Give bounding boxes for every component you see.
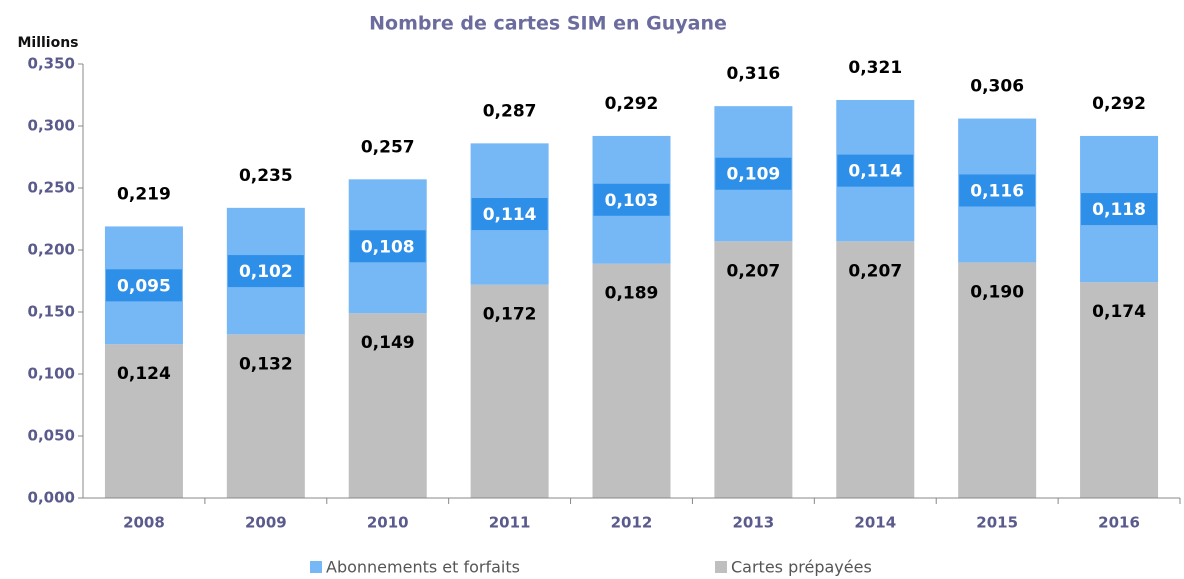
data-label: 0,114	[483, 205, 537, 225]
data-label: 0,174	[1092, 302, 1146, 322]
label-box	[837, 154, 914, 187]
data-label: 0,109	[726, 165, 780, 185]
x-tick-label: 2013	[733, 514, 775, 532]
label-box	[105, 269, 182, 302]
x-tick-label: 2014	[854, 514, 896, 532]
data-label: 0,114	[848, 162, 902, 182]
label-box	[715, 157, 792, 190]
legend-swatch	[310, 561, 322, 573]
bar-segment	[104, 344, 183, 498]
total-label: 0,292	[1092, 94, 1146, 114]
label-box	[593, 183, 670, 216]
legend-label: Abonnements et forfaits	[326, 558, 520, 577]
y-tick-label: 0,000	[28, 489, 75, 507]
y-tick-label: 0,100	[28, 365, 75, 383]
bar-segment	[348, 313, 427, 498]
bar-segment	[1080, 282, 1159, 498]
x-tick-label: 2011	[489, 514, 531, 532]
data-label: 0,102	[239, 262, 293, 282]
data-label: 0,172	[483, 305, 537, 325]
data-label: 0,132	[239, 354, 293, 374]
data-label: 0,095	[117, 276, 171, 296]
data-label: 0,189	[605, 284, 659, 304]
bar-segment	[470, 284, 549, 498]
data-label: 0,190	[970, 282, 1024, 302]
x-tick-label: 2008	[123, 514, 165, 532]
label-box	[959, 174, 1036, 207]
x-tick-label: 2016	[1098, 514, 1140, 532]
legend-label: Cartes prépayées	[731, 558, 872, 577]
data-label: 0,124	[117, 364, 171, 384]
data-label: 0,116	[970, 181, 1024, 201]
total-label: 0,321	[848, 58, 902, 78]
x-tick-label: 2015	[976, 514, 1018, 532]
bar-segment	[958, 262, 1037, 498]
y-tick-label: 0,200	[28, 241, 75, 259]
bar-segment	[836, 241, 915, 498]
total-label: 0,306	[970, 77, 1024, 97]
bar-segment	[714, 241, 793, 498]
y-tick-label: 0,300	[28, 117, 75, 135]
y-tick-label: 0,050	[28, 427, 75, 445]
x-tick-label: 2009	[245, 514, 287, 532]
total-label: 0,287	[483, 101, 537, 121]
total-label: 0,257	[361, 137, 415, 157]
total-label: 0,292	[605, 94, 659, 114]
label-box	[471, 198, 548, 231]
data-label: 0,207	[726, 261, 780, 281]
chart-title: Nombre de cartes SIM en Guyane	[369, 13, 727, 35]
data-label: 0,103	[605, 191, 659, 211]
x-tick-label: 2010	[367, 514, 409, 532]
total-label: 0,316	[726, 64, 780, 84]
bar-segment	[226, 334, 305, 498]
legend-swatch	[715, 561, 727, 573]
total-label: 0,219	[117, 184, 171, 204]
y-axis-label: Millions	[17, 35, 78, 51]
y-tick-label: 0,350	[28, 55, 75, 73]
total-label: 0,235	[239, 166, 293, 186]
x-tick-label: 2012	[611, 514, 653, 532]
label-box	[227, 255, 304, 288]
data-label: 0,207	[848, 261, 902, 281]
y-tick-label: 0,150	[28, 303, 75, 321]
data-label: 0,108	[361, 237, 415, 257]
data-label: 0,149	[361, 333, 415, 353]
data-label: 0,118	[1092, 200, 1146, 220]
bar-segment	[592, 263, 671, 498]
label-box	[1081, 193, 1158, 226]
label-box	[349, 230, 426, 263]
y-tick-label: 0,250	[28, 179, 75, 197]
